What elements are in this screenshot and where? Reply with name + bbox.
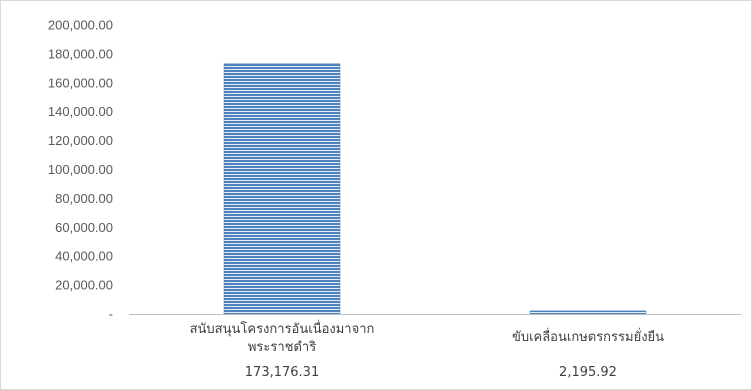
y-tick-label: 20,000.00 [55, 278, 113, 293]
value-labels: 173,176.31 2,195.92 [245, 365, 617, 380]
y-tick-label: 140,000.00 [48, 104, 113, 119]
data-value-label: 173,176.31 [245, 365, 319, 380]
y-tick-label: 100,000.00 [48, 162, 113, 177]
y-axis: - 20,000.00 40,000.00 60,000.00 80,000.00 100… [48, 18, 113, 322]
bars [223, 63, 647, 315]
data-value-label: 2,195.92 [559, 365, 617, 380]
y-tick-label: 40,000.00 [55, 249, 113, 264]
y-tick-label: 200,000.00 [48, 18, 113, 33]
y-tick-label: - [109, 307, 113, 322]
y-tick-label: 60,000.00 [55, 220, 113, 235]
y-tick-label: 180,000.00 [48, 46, 113, 61]
x-category-label: พระราชดำริ [248, 340, 316, 355]
y-tick-label: 80,000.00 [55, 191, 113, 206]
bar-0 [223, 63, 341, 315]
y-tick-label: 160,000.00 [48, 75, 113, 90]
x-category-label: ขับเคลื่อนเกษตรกรรมยั่งยืน [512, 328, 664, 345]
y-tick-label: 120,000.00 [48, 133, 113, 148]
bar-1 [529, 310, 647, 315]
x-category-label: สนับสนุนโครงการอันเนื่องมาจาก [190, 320, 375, 337]
